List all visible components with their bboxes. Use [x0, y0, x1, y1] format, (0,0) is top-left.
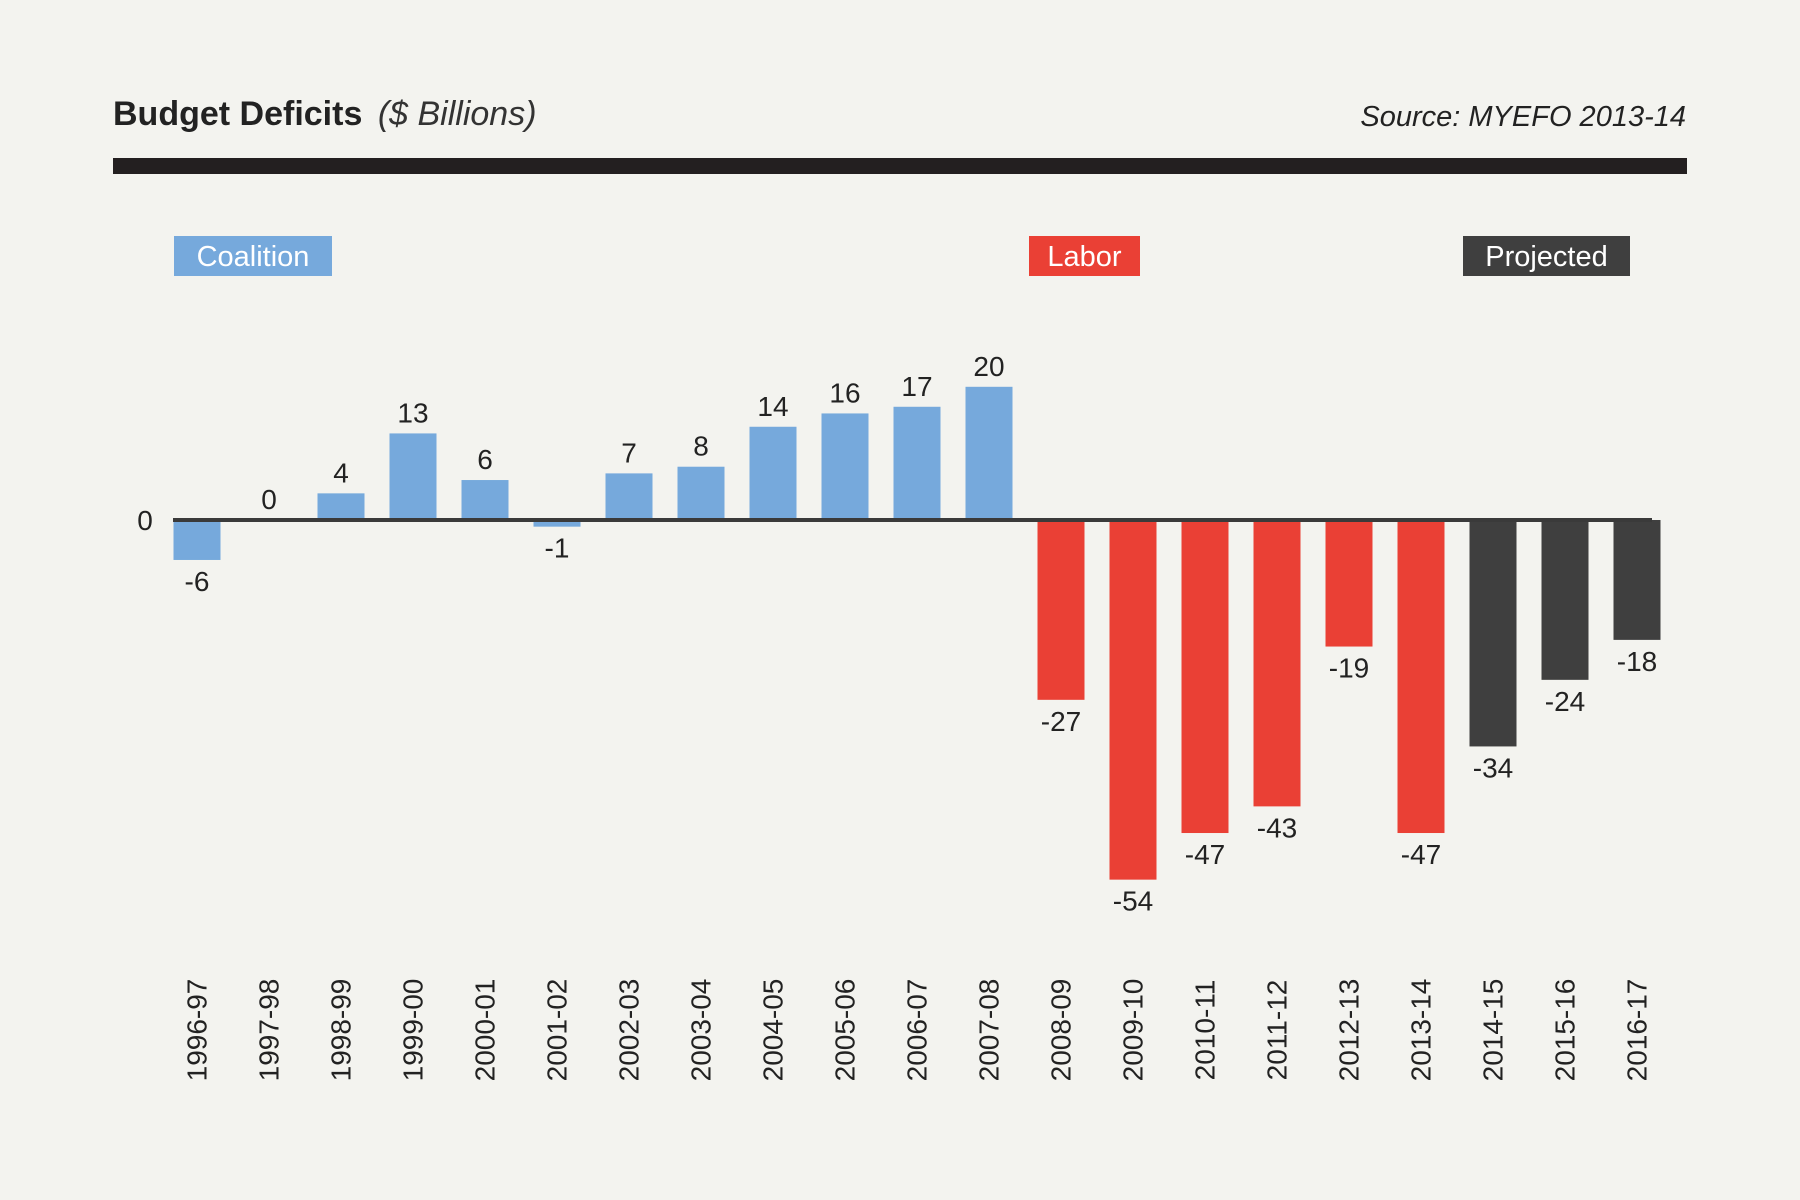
value-label-2011-12: -43: [1257, 812, 1297, 843]
bar-2011-12: [1253, 520, 1301, 807]
bar-2005-06: [821, 413, 869, 520]
category-label-1998-99: 1998-99: [326, 979, 357, 1082]
legend-label-labor: Labor: [1047, 241, 1122, 273]
category-label-2002-03: 2002-03: [614, 979, 645, 1082]
legend-swatch-coalition: [174, 236, 332, 276]
title-rule: [113, 158, 1687, 174]
category-label-2010-11: 2010-11: [1190, 980, 1221, 1081]
value-label-2005-06: 16: [829, 377, 860, 408]
bar-2000-01: [461, 480, 509, 520]
bar-2016-17: [1613, 520, 1661, 640]
bar-2015-16: [1541, 520, 1589, 680]
category-label-2009-10: 2009-10: [1118, 979, 1149, 1082]
bar-2009-10: [1109, 520, 1157, 880]
value-label-2009-10: -54: [1113, 886, 1153, 917]
bar-1999-00: [389, 433, 437, 520]
category-label-1997-98: 1997-98: [254, 979, 285, 1082]
bar-1998-99: [317, 493, 365, 520]
category-label-2004-05: 2004-05: [758, 979, 789, 1082]
value-label-2000-01: 6: [477, 444, 493, 475]
legend-swatch-projected: [1463, 236, 1630, 276]
chart-title-units: ($ Billions): [377, 95, 537, 133]
legend-label-coalition: Coalition: [197, 241, 310, 273]
bar-2012-13: [1325, 520, 1373, 647]
bar-2003-04: [677, 466, 725, 520]
category-label-1999-00: 1999-00: [398, 979, 429, 1082]
value-label-2007-08: 20: [973, 351, 1004, 382]
bar-1996-97: [173, 520, 221, 560]
value-label-2015-16: -24: [1545, 686, 1585, 717]
category-label-2000-01: 2000-01: [470, 979, 501, 1082]
value-label-1997-98: 0: [261, 484, 277, 515]
value-label-2014-15: -34: [1473, 752, 1513, 783]
value-label-2004-05: 14: [757, 391, 788, 422]
zero-axis-label: 0: [137, 505, 153, 536]
bar-2010-11: [1181, 520, 1229, 834]
bar-2004-05: [749, 426, 797, 520]
value-label-2008-09: -27: [1041, 706, 1081, 737]
category-label-2003-04: 2003-04: [686, 979, 717, 1082]
value-label-2006-07: 17: [901, 371, 932, 402]
bar-2008-09: [1037, 520, 1085, 700]
category-label-2006-07: 2006-07: [902, 979, 933, 1082]
value-label-2010-11: -47: [1185, 839, 1225, 870]
value-label-2016-17: -18: [1617, 646, 1657, 677]
legend-label-projected: Projected: [1485, 241, 1608, 273]
bar-2013-14: [1397, 520, 1445, 834]
chart-source: Source: MYEFO 2013-14: [1360, 101, 1686, 133]
category-label-2011-12: 2011-12: [1262, 980, 1293, 1081]
value-label-2001-02: -1: [545, 533, 570, 564]
bar-2002-03: [605, 473, 653, 520]
category-label-2008-09: 2008-09: [1046, 979, 1077, 1082]
value-label-2012-13: -19: [1329, 653, 1369, 684]
category-label-2013-14: 2013-14: [1406, 979, 1437, 1082]
value-label-2003-04: 8: [693, 431, 709, 462]
value-label-1996-97: -6: [185, 566, 210, 597]
value-label-1998-99: 4: [333, 457, 349, 488]
value-label-1999-00: 13: [397, 397, 428, 428]
chart-title-main: Budget Deficits: [113, 95, 363, 133]
category-label-2005-06: 2005-06: [830, 979, 861, 1082]
category-label-2007-08: 2007-08: [974, 979, 1005, 1082]
bar-2001-02: [533, 520, 581, 527]
category-label-2016-17: 2016-17: [1622, 979, 1653, 1082]
value-label-2002-03: 7: [621, 437, 637, 468]
category-label-1996-97: 1996-97: [182, 979, 213, 1082]
legend-swatch-labor: [1029, 236, 1140, 276]
bar-2014-15: [1469, 520, 1517, 747]
bar-2006-07: [893, 406, 941, 520]
category-label-2015-16: 2015-16: [1550, 979, 1581, 1082]
chart-title: Budget Deficits ($ Billions): [113, 92, 537, 136]
category-label-2012-13: 2012-13: [1334, 979, 1365, 1082]
value-label-2013-14: -47: [1401, 839, 1441, 870]
category-label-2014-15: 2014-15: [1478, 979, 1509, 1082]
bar-2007-08: [965, 386, 1013, 520]
category-label-2001-02: 2001-02: [542, 979, 573, 1082]
